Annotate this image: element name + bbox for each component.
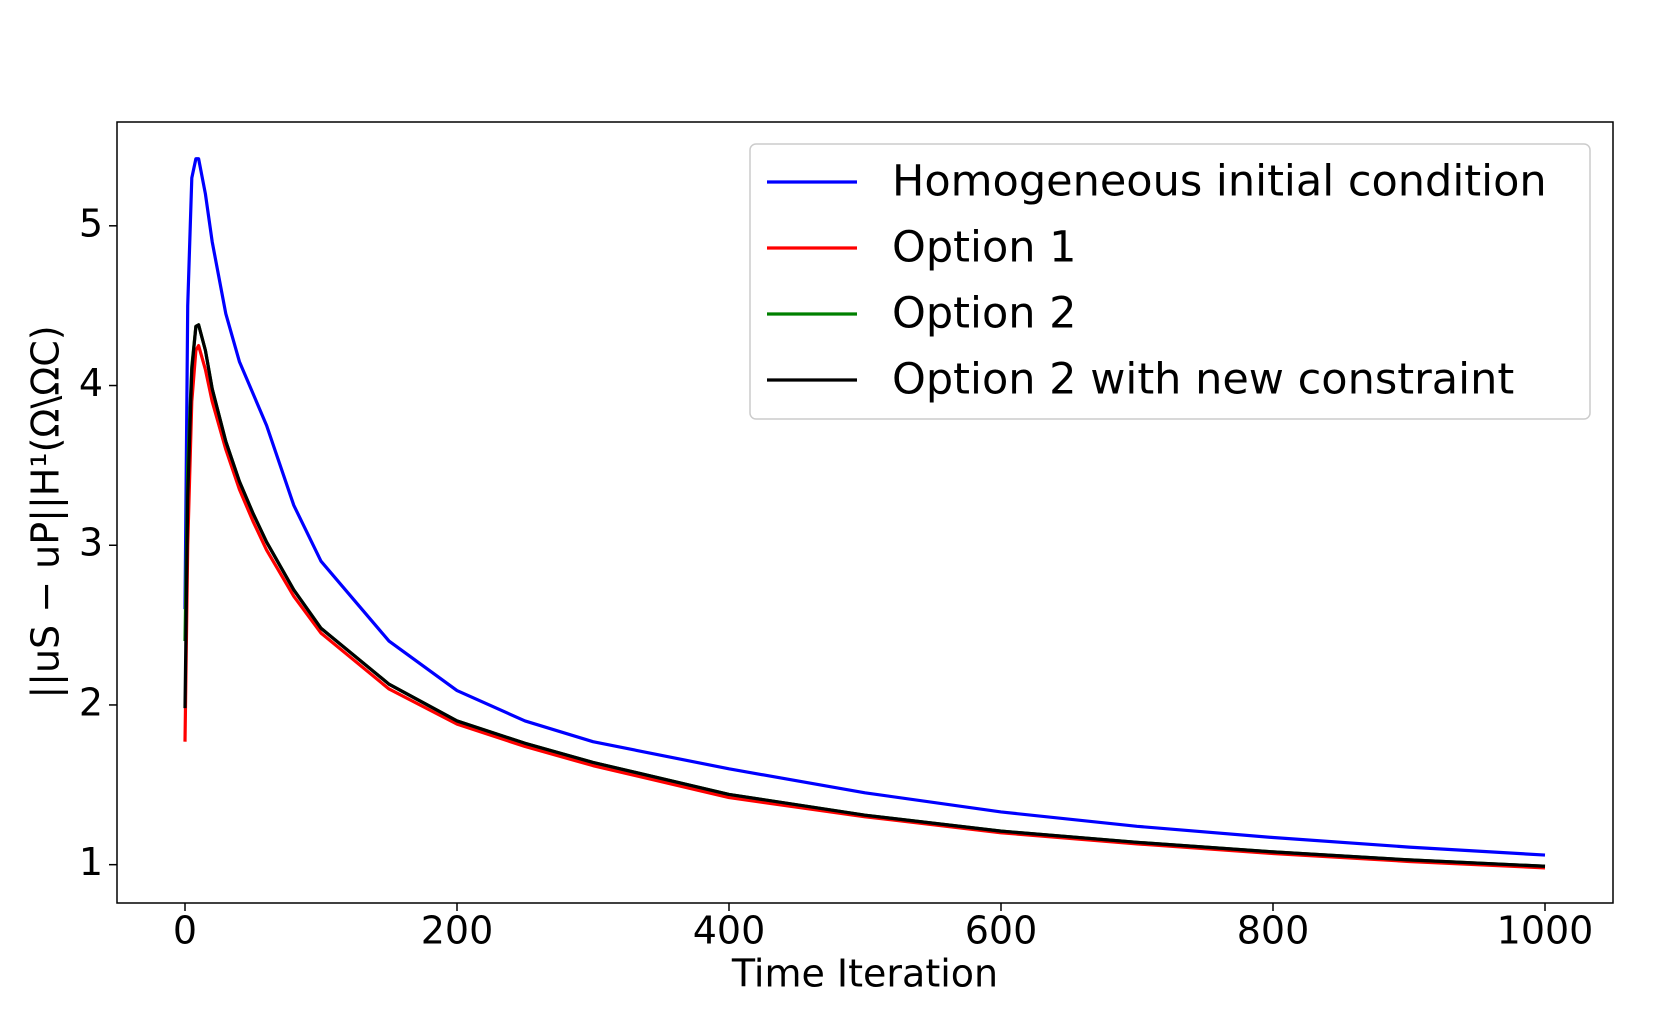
series-line bbox=[183, 343, 1546, 870]
x-tick-label: 600 bbox=[965, 909, 1038, 953]
y-tick-label: 4 bbox=[79, 361, 103, 405]
y-tick-label: 5 bbox=[79, 201, 103, 245]
legend-label: Option 2 with new constraint bbox=[892, 355, 1514, 405]
x-axis-label: Time Iteration bbox=[731, 952, 998, 996]
legend-box bbox=[749, 143, 1591, 420]
y-tick-label: 2 bbox=[79, 680, 103, 724]
legend-label: Homogeneous initial condition bbox=[892, 157, 1547, 207]
x-tick-label: 1000 bbox=[1497, 909, 1594, 953]
y-tick-label: 1 bbox=[79, 840, 103, 884]
x-tick-label: 400 bbox=[693, 909, 766, 953]
legend-label: Option 1 bbox=[892, 223, 1077, 273]
y-axis-label: ||uS − uP||H¹(Ω\ΩC) bbox=[24, 325, 69, 698]
x-tick-label: 200 bbox=[421, 909, 494, 953]
series-line bbox=[183, 157, 1546, 857]
x-tick-label: 800 bbox=[1237, 909, 1310, 953]
plot-frame bbox=[116, 121, 1614, 904]
series-line bbox=[183, 323, 1546, 868]
x-tick-label: 0 bbox=[173, 909, 197, 953]
legend-label: Option 2 bbox=[892, 289, 1077, 339]
y-tick-label: 3 bbox=[79, 521, 103, 565]
